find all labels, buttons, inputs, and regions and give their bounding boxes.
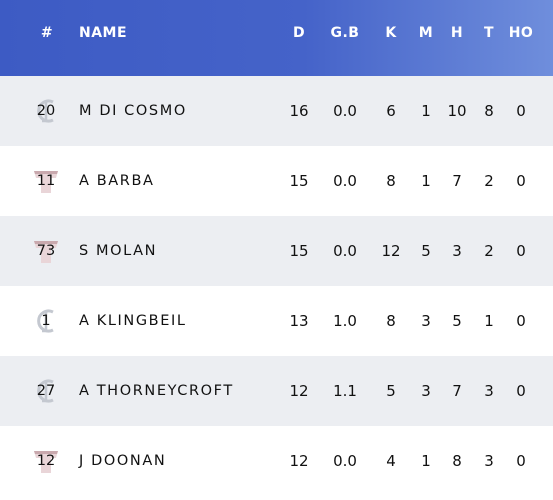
- header-kicks[interactable]: K: [385, 25, 397, 41]
- stat-kicks: 5: [386, 382, 396, 400]
- player-badge: 73: [31, 236, 61, 266]
- player-number: 11: [36, 173, 56, 189]
- stat-marks: 1: [421, 172, 431, 190]
- stat-tackles: 8: [484, 102, 494, 120]
- stat-kicks: 8: [386, 312, 396, 330]
- stat-disposals: 15: [289, 242, 309, 260]
- player-number: 27: [36, 383, 56, 399]
- stat-marks: 3: [421, 312, 431, 330]
- club-logo-icon: [37, 99, 54, 123]
- player-name[interactable]: J DOONAN: [79, 453, 167, 469]
- stat-hitouts: 0: [516, 242, 526, 260]
- header-marks[interactable]: M: [418, 25, 434, 41]
- stat-kicks: 8: [386, 172, 396, 190]
- table-row[interactable]: 27 A THORNEYCROFT 12 1.1 5 3 7 3 0: [0, 356, 553, 426]
- header-goals-behinds[interactable]: G.B: [330, 25, 360, 41]
- stat-hitouts: 0: [516, 172, 526, 190]
- table-row[interactable]: 20 M DI COSMO 16 0.0 6 1 10 8 0: [0, 76, 553, 146]
- stat-hitouts: 0: [516, 452, 526, 470]
- stat-goals-behinds: 1.1: [333, 382, 357, 400]
- header-number[interactable]: #: [40, 25, 54, 41]
- stat-tackles: 2: [484, 242, 494, 260]
- stat-disposals: 12: [289, 382, 309, 400]
- guernsey-icon: [34, 171, 58, 193]
- stat-handballs: 5: [452, 312, 462, 330]
- stat-goals-behinds: 0.0: [333, 172, 357, 190]
- stat-tackles: 2: [484, 172, 494, 190]
- stat-marks: 5: [421, 242, 431, 260]
- player-badge: 1: [31, 306, 61, 336]
- stat-hitouts: 0: [516, 382, 526, 400]
- stat-kicks: 4: [386, 452, 396, 470]
- stat-goals-behinds: 1.0: [333, 312, 357, 330]
- stat-tackles: 3: [484, 452, 494, 470]
- stat-kicks: 6: [386, 102, 396, 120]
- stat-goals-behinds: 0.0: [333, 102, 357, 120]
- stat-hitouts: 0: [516, 102, 526, 120]
- stat-goals-behinds: 0.0: [333, 452, 357, 470]
- player-number: 1: [41, 313, 51, 329]
- player-number: 12: [36, 453, 56, 469]
- player-number: 73: [36, 243, 56, 259]
- stat-handballs: 8: [452, 452, 462, 470]
- header-hitouts[interactable]: HO: [508, 25, 534, 41]
- stat-disposals: 15: [289, 172, 309, 190]
- player-name[interactable]: M DI COSMO: [79, 103, 187, 119]
- player-badge: 27: [31, 376, 61, 406]
- stat-kicks: 12: [381, 242, 401, 260]
- stat-handballs: 10: [447, 102, 467, 120]
- guernsey-icon: [34, 451, 58, 473]
- stat-handballs: 7: [452, 172, 462, 190]
- stat-goals-behinds: 0.0: [333, 242, 357, 260]
- header-tackles[interactable]: T: [483, 25, 495, 41]
- header-name[interactable]: NAME: [79, 25, 128, 41]
- table-row[interactable]: 73 S MOLAN 15 0.0 12 5 3 2 0: [0, 216, 553, 286]
- stat-hitouts: 0: [516, 312, 526, 330]
- player-number: 20: [36, 103, 56, 119]
- table-row[interactable]: 12 J DOONAN 12 0.0 4 1 8 3 0: [0, 426, 553, 496]
- stat-tackles: 1: [484, 312, 494, 330]
- player-name[interactable]: S MOLAN: [79, 243, 158, 259]
- stat-tackles: 3: [484, 382, 494, 400]
- table-row[interactable]: 1 A KLINGBEIL 13 1.0 8 3 5 1 0: [0, 286, 553, 356]
- table-header: # NAME D G.B K M H T HO: [0, 0, 553, 76]
- stat-disposals: 13: [289, 312, 309, 330]
- stat-handballs: 3: [452, 242, 462, 260]
- player-badge: 20: [31, 96, 61, 126]
- stat-marks: 3: [421, 382, 431, 400]
- club-logo-icon: [37, 309, 54, 333]
- club-logo-icon: [37, 379, 54, 403]
- stat-marks: 1: [421, 102, 431, 120]
- guernsey-icon: [34, 241, 58, 263]
- stat-marks: 1: [421, 452, 431, 470]
- header-handballs[interactable]: H: [450, 25, 464, 41]
- player-badge: 12: [31, 446, 61, 476]
- player-badge: 11: [31, 166, 61, 196]
- player-name[interactable]: A THORNEYCROFT: [79, 383, 234, 399]
- player-name[interactable]: A KLINGBEIL: [79, 313, 187, 329]
- player-name[interactable]: A BARBA: [79, 173, 155, 189]
- table-row[interactable]: 11 A BARBA 15 0.0 8 1 7 2 0: [0, 146, 553, 216]
- stat-disposals: 12: [289, 452, 309, 470]
- stat-handballs: 7: [452, 382, 462, 400]
- stat-disposals: 16: [289, 102, 309, 120]
- header-disposals[interactable]: D: [292, 25, 306, 41]
